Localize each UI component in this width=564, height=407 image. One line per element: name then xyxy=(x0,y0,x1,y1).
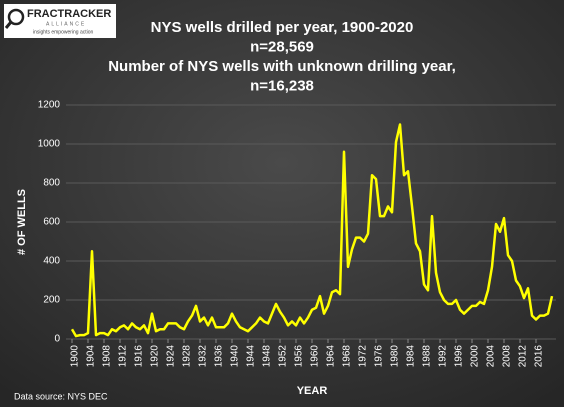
x-tick-label: 1984 xyxy=(406,345,417,368)
logo: FRACTRACKER ALLIANCE insights empowering… xyxy=(4,4,116,38)
x-tick-label: 1968 xyxy=(342,345,353,368)
chart-title: n=28,569 xyxy=(250,38,314,55)
x-tick-label: 1972 xyxy=(358,345,369,368)
x-tick-label: 1992 xyxy=(438,345,449,368)
x-tick-label: 2000 xyxy=(470,345,481,368)
x-tick-label: 1940 xyxy=(230,345,241,368)
y-axis-label: # OF WELLS xyxy=(16,189,28,255)
logo-sub: ALLIANCE xyxy=(46,21,86,27)
x-tick-label: 1948 xyxy=(262,345,273,368)
x-tick-label: 1916 xyxy=(134,345,145,368)
x-tick-label: 1956 xyxy=(294,345,305,368)
x-tick-label: 2012 xyxy=(518,345,529,368)
x-tick-label: 2008 xyxy=(502,345,513,368)
y-tick-label: 200 xyxy=(43,295,60,306)
x-axis-label: YEAR xyxy=(297,385,328,397)
x-tick-label: 1920 xyxy=(150,345,161,368)
chart-title: NYS wells drilled per year, 1900-2020 xyxy=(151,19,414,36)
x-tick-label: 1928 xyxy=(182,345,193,368)
y-tick-label: 800 xyxy=(43,178,60,189)
x-tick-label: 1988 xyxy=(422,345,433,368)
x-tick-label: 1924 xyxy=(166,345,177,368)
x-tick-label: 2004 xyxy=(486,345,497,368)
y-tick-label: 400 xyxy=(43,256,60,267)
x-tick-label: 2016 xyxy=(534,345,545,368)
data-line xyxy=(70,123,554,338)
x-tick-label: 1904 xyxy=(86,345,97,368)
x-tick-label: 1912 xyxy=(118,345,129,368)
x-tick-label: 1952 xyxy=(278,345,289,368)
logo-name: FRACTRACKER xyxy=(27,8,111,20)
logo-icon xyxy=(4,21,13,29)
x-tick-label: 1980 xyxy=(390,345,401,368)
y-tick-label: 0 xyxy=(54,334,60,345)
x-tick-label: 1908 xyxy=(102,345,113,368)
logo-tagline: insights empowering action xyxy=(33,29,94,35)
chart-title: Number of NYS wells with unknown drillin… xyxy=(108,58,456,75)
x-tick-label: 1936 xyxy=(214,345,225,368)
y-tick-label: 1000 xyxy=(38,139,61,150)
logo-icon xyxy=(7,8,25,26)
x-tick-label: 1900 xyxy=(70,345,81,368)
x-tick-label: 1964 xyxy=(326,345,337,368)
source: Data source: NYS DEC xyxy=(14,391,108,401)
y-tick-label: 600 xyxy=(43,217,60,228)
x-tick-label: 1960 xyxy=(310,345,321,368)
x-tick-label: 1944 xyxy=(246,345,257,368)
x-tick-label: 1932 xyxy=(198,345,209,368)
x-tick-label: 1976 xyxy=(374,345,385,368)
y-tick-label: 1200 xyxy=(38,100,61,111)
x-tick-label: 1996 xyxy=(454,345,465,368)
chart-title: n=16,238 xyxy=(250,77,314,94)
